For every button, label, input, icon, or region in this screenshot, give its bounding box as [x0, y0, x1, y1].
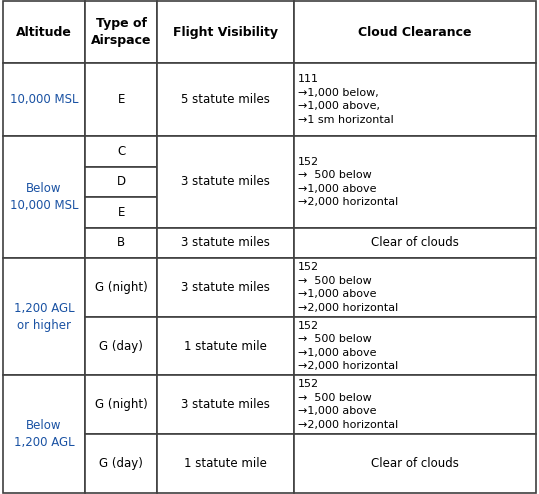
Text: Cloud Clearance: Cloud Clearance: [358, 26, 472, 39]
Text: B: B: [118, 237, 126, 249]
Text: Clear of clouds: Clear of clouds: [371, 237, 459, 249]
Text: E: E: [118, 93, 125, 106]
Bar: [3, 258, 85, 375]
Bar: [85, 197, 157, 228]
Bar: [157, 1, 294, 63]
Bar: [294, 317, 536, 375]
Bar: [85, 258, 157, 317]
Bar: [85, 375, 157, 434]
Bar: [3, 1, 85, 63]
Text: Below
1,200 AGL: Below 1,200 AGL: [13, 419, 74, 449]
Bar: [85, 228, 157, 258]
Bar: [85, 136, 157, 166]
Text: G (night): G (night): [95, 281, 148, 294]
Bar: [85, 166, 157, 197]
Bar: [157, 228, 294, 258]
Text: 1 statute mile: 1 statute mile: [184, 339, 267, 353]
Text: 152
→  500 below
→1,000 above
→2,000 horizontal: 152 → 500 below →1,000 above →2,000 hori…: [298, 379, 398, 430]
Text: 5 statute miles: 5 statute miles: [181, 93, 270, 106]
Bar: [294, 434, 536, 493]
Text: Clear of clouds: Clear of clouds: [371, 457, 459, 470]
Text: 152
→  500 below
→1,000 above
→2,000 horizontal: 152 → 500 below →1,000 above →2,000 hori…: [298, 262, 398, 313]
Text: 10,000 MSL: 10,000 MSL: [10, 93, 78, 106]
Bar: [294, 375, 536, 434]
Text: G (night): G (night): [95, 398, 148, 411]
Text: G (day): G (day): [100, 339, 143, 353]
Text: C: C: [118, 145, 126, 158]
Bar: [157, 258, 294, 317]
Bar: [85, 434, 157, 493]
Text: Altitude: Altitude: [16, 26, 72, 39]
Bar: [157, 434, 294, 493]
Text: 3 statute miles: 3 statute miles: [181, 398, 270, 411]
Bar: [3, 136, 85, 258]
Bar: [3, 375, 85, 493]
Text: Below
10,000 MSL: Below 10,000 MSL: [10, 182, 78, 212]
Bar: [85, 63, 157, 136]
Text: 1 statute mile: 1 statute mile: [184, 457, 267, 470]
Bar: [3, 63, 85, 136]
Bar: [294, 63, 536, 136]
Text: E: E: [118, 206, 125, 219]
Bar: [157, 317, 294, 375]
Bar: [85, 317, 157, 375]
Bar: [157, 375, 294, 434]
Text: 3 statute miles: 3 statute miles: [181, 281, 270, 294]
Bar: [294, 228, 536, 258]
Text: Flight Visibility: Flight Visibility: [173, 26, 278, 39]
Bar: [294, 136, 536, 228]
Text: D: D: [117, 175, 126, 188]
Text: 152
→  500 below
→1,000 above
→2,000 horizontal: 152 → 500 below →1,000 above →2,000 hori…: [298, 321, 398, 371]
Text: 1,200 AGL
or higher: 1,200 AGL or higher: [13, 302, 74, 332]
Text: G (day): G (day): [100, 457, 143, 470]
Bar: [157, 136, 294, 228]
Text: 3 statute miles: 3 statute miles: [181, 237, 270, 249]
Text: 111
→1,000 below,
→1,000 above,
→1 sm horizontal: 111 →1,000 below, →1,000 above, →1 sm ho…: [298, 74, 393, 125]
Text: 152
→  500 below
→1,000 above
→2,000 horizontal: 152 → 500 below →1,000 above →2,000 hori…: [298, 157, 398, 207]
Bar: [157, 63, 294, 136]
Text: 3 statute miles: 3 statute miles: [181, 175, 270, 188]
Bar: [85, 1, 157, 63]
Bar: [294, 1, 536, 63]
Text: Type of
Airspace: Type of Airspace: [91, 17, 151, 47]
Bar: [294, 258, 536, 317]
